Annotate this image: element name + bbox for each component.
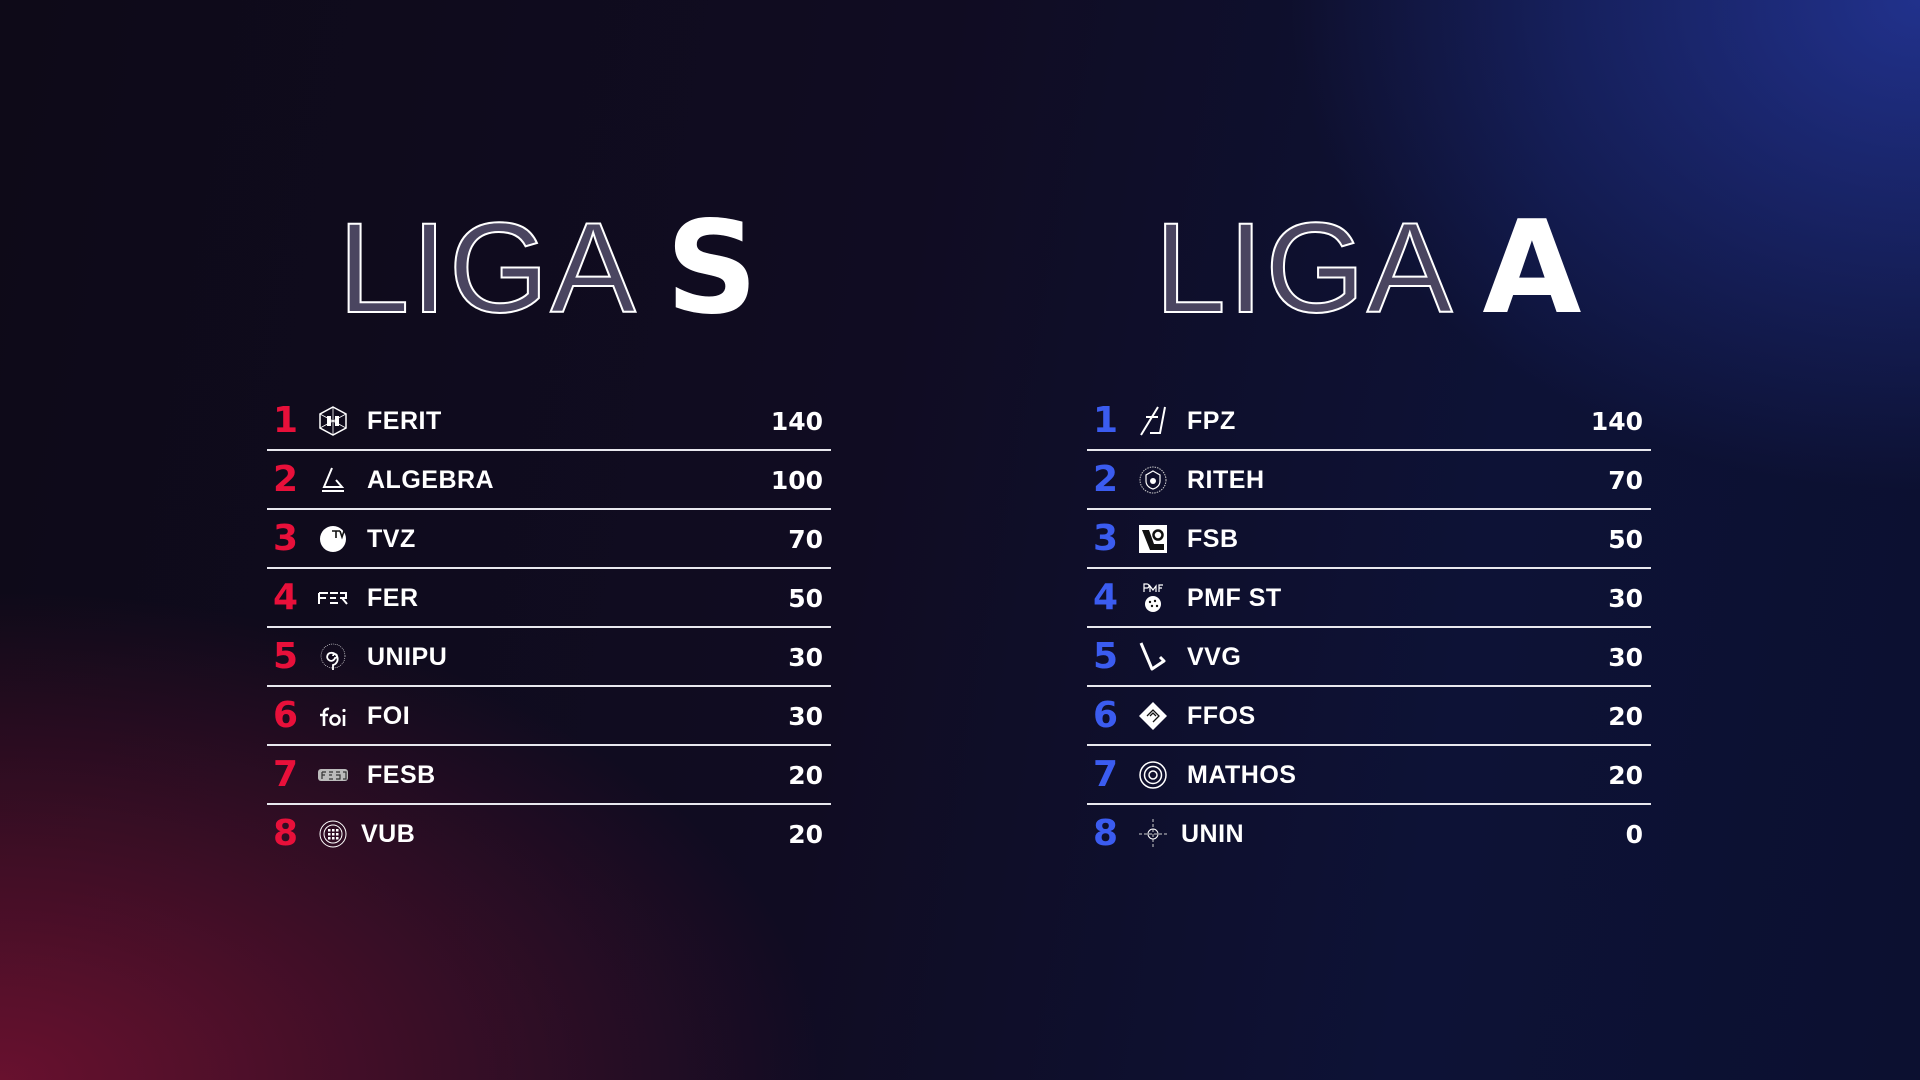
- rank-number: 6: [273, 695, 299, 736]
- team-score: 100: [770, 466, 823, 495]
- title-solid-letter: A: [1482, 194, 1584, 343]
- table-row: 5 UNIPU 30: [267, 628, 831, 687]
- rank-number: 8: [273, 813, 299, 854]
- team-score: 30: [788, 643, 823, 672]
- pmf-st-icon: [1138, 583, 1168, 613]
- team-name: FER: [367, 584, 419, 612]
- table-row: 7 FESB 20: [267, 746, 831, 805]
- title-outline-word: LIGA: [1154, 197, 1455, 340]
- title-solid-letter: S: [665, 194, 760, 343]
- table-row: 4 PMF ST 30: [1087, 569, 1651, 628]
- fpz-monogram-icon: [1138, 406, 1168, 436]
- team-score: 20: [1608, 761, 1643, 790]
- rank-number: 1: [1093, 400, 1119, 441]
- team-name: TVZ: [367, 525, 416, 553]
- team-name: VUB: [361, 820, 416, 848]
- team-score: 0: [1625, 820, 1643, 849]
- team-score: 20: [788, 820, 823, 849]
- liga-s-table: 1 FERIT 140 2 ALGEBRA 100 3 TVZ 70 4 FER 50 5 UNIPU 30…: [267, 392, 831, 864]
- team-name: FSB: [1187, 525, 1239, 553]
- team-score: 70: [1608, 466, 1643, 495]
- tvz-circle-icon: [318, 524, 348, 554]
- table-row: 7 MATHOS 20: [1087, 746, 1651, 805]
- team-name: FOI: [367, 702, 411, 730]
- vvg-check-icon: [1138, 642, 1168, 672]
- team-score: 30: [788, 702, 823, 731]
- rank-number: 8: [1093, 813, 1119, 854]
- team-score: 50: [788, 584, 823, 613]
- team-name: VVG: [1187, 643, 1242, 671]
- table-row: 1 FPZ 140: [1087, 392, 1651, 451]
- liga-a-table: 1 FPZ 140 2 RITEH 70 3 FSB 50 4 PMF ST 30 5 VVG 30 6 FFO…: [1087, 392, 1651, 864]
- mathos-rings-icon: [1138, 760, 1168, 790]
- riteh-seal-icon: [1138, 465, 1168, 495]
- team-name: RITEH: [1187, 466, 1265, 494]
- rank-number: 1: [273, 400, 299, 441]
- table-row: 1 FERIT 140: [267, 392, 831, 451]
- fesb-wordmark-icon: [318, 760, 348, 790]
- table-row: 3 TVZ 70: [267, 510, 831, 569]
- team-score: 70: [788, 525, 823, 554]
- foi-wordmark-icon: [318, 701, 348, 731]
- unipu-spiral-icon: [318, 642, 348, 672]
- table-row: 4 FER 50: [267, 569, 831, 628]
- ferit-hexagon-icon: [318, 406, 348, 436]
- rank-number: 3: [1093, 518, 1119, 559]
- liga-a-title: LIGA A: [1087, 204, 1651, 334]
- title-outline-word: LIGA: [337, 197, 638, 340]
- team-score: 140: [1590, 407, 1643, 436]
- team-score: 50: [1608, 525, 1643, 554]
- rank-number: 3: [273, 518, 299, 559]
- team-name: FFOS: [1187, 702, 1256, 730]
- rank-number: 6: [1093, 695, 1119, 736]
- rank-number: 5: [273, 636, 299, 677]
- table-row: 8 VUB 20: [267, 805, 831, 864]
- team-name: FPZ: [1187, 407, 1236, 435]
- fer-wordmark-icon: [318, 583, 348, 613]
- rank-number: 2: [273, 459, 299, 500]
- team-score: 20: [1608, 702, 1643, 731]
- table-row: 5 VVG 30: [1087, 628, 1651, 687]
- vub-seal-icon: [318, 819, 348, 849]
- fsb-square-icon: [1138, 524, 1168, 554]
- team-name: FESB: [367, 761, 436, 789]
- table-row: 6 FOI 30: [267, 687, 831, 746]
- team-name: UNIPU: [367, 643, 448, 671]
- table-row: 2 RITEH 70: [1087, 451, 1651, 510]
- rank-number: 7: [1093, 754, 1119, 795]
- team-score: 30: [1608, 643, 1643, 672]
- team-name: UNIN: [1181, 820, 1245, 848]
- team-name: MATHOS: [1187, 761, 1297, 789]
- team-name: FERIT: [367, 407, 442, 435]
- table-row: 6 FFOS 20: [1087, 687, 1651, 746]
- rank-number: 4: [273, 577, 299, 618]
- rank-number: 2: [1093, 459, 1119, 500]
- team-score: 20: [788, 761, 823, 790]
- rank-number: 5: [1093, 636, 1119, 677]
- table-row: 2 ALGEBRA 100: [267, 451, 831, 510]
- team-name: PMF ST: [1187, 584, 1282, 612]
- ffos-diamond-icon: [1138, 701, 1168, 731]
- team-name: ALGEBRA: [367, 466, 495, 494]
- unin-crosshair-icon: [1138, 819, 1168, 849]
- table-row: 8 UNIN 0: [1087, 805, 1651, 864]
- rank-number: 4: [1093, 577, 1119, 618]
- team-score: 140: [770, 407, 823, 436]
- algebra-triangle-icon: [318, 465, 348, 495]
- liga-s-title: LIGA S: [267, 204, 831, 334]
- rank-number: 7: [273, 754, 299, 795]
- table-row: 3 FSB 50: [1087, 510, 1651, 569]
- team-score: 30: [1608, 584, 1643, 613]
